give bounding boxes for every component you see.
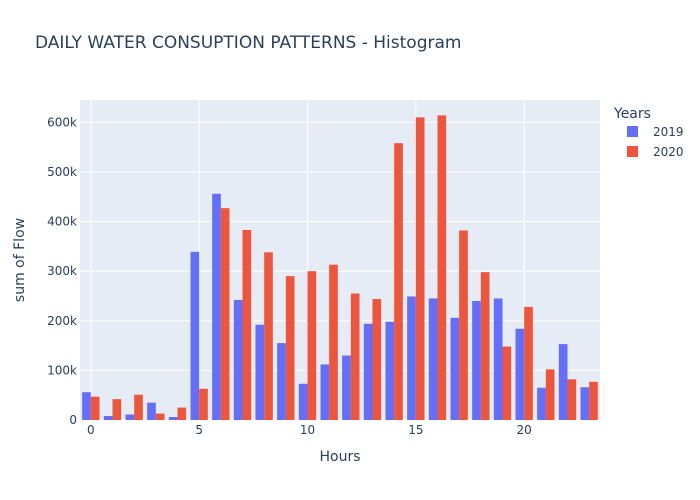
bar-2019-hour-11[interactable] bbox=[320, 364, 330, 420]
y-tick-label: 100k bbox=[47, 363, 77, 377]
bar-2020-hour-23[interactable] bbox=[589, 381, 598, 420]
bar-2020-hour-6[interactable] bbox=[220, 208, 230, 420]
bar-2020-hour-22[interactable] bbox=[567, 379, 577, 420]
bar-2020-hour-20[interactable] bbox=[524, 306, 533, 420]
bar-2019-hour-8[interactable] bbox=[255, 324, 265, 420]
legend-item-2019[interactable]: 2019 bbox=[627, 125, 684, 139]
bars[interactable] bbox=[82, 115, 598, 421]
bar-2019-hour-15[interactable] bbox=[407, 296, 416, 420]
bar-2020-hour-19[interactable] bbox=[502, 346, 512, 420]
bar-2020-hour-15[interactable] bbox=[415, 117, 425, 420]
legend-swatch bbox=[627, 126, 638, 137]
bar-2019-hour-17[interactable] bbox=[450, 317, 460, 420]
bar-2020-hour-9[interactable] bbox=[285, 276, 295, 420]
legend[interactable]: Years 2019 2020 bbox=[613, 106, 684, 159]
legend-title: Years bbox=[613, 106, 651, 122]
bar-2020-hour-1[interactable] bbox=[112, 399, 122, 420]
y-tick-label: 300k bbox=[47, 264, 77, 278]
y-tick-label: 400k bbox=[47, 215, 77, 229]
bar-2020-hour-14[interactable] bbox=[394, 143, 403, 421]
bar-2020-hour-2[interactable] bbox=[134, 394, 143, 420]
bar-2019-hour-12[interactable] bbox=[342, 355, 351, 420]
x-tick-label: 10 bbox=[300, 423, 315, 437]
y-tick-label: 200k bbox=[47, 314, 77, 328]
bar-2019-hour-2[interactable] bbox=[125, 414, 135, 420]
x-tick-label: 0 bbox=[87, 423, 95, 437]
bar-2020-hour-17[interactable] bbox=[459, 230, 468, 420]
legend-label: 2020 bbox=[653, 145, 684, 159]
bar-2020-hour-7[interactable] bbox=[242, 229, 252, 420]
bar-2019-hour-0[interactable] bbox=[82, 392, 91, 420]
y-tick-labels: 0 100k 200k 300k 400k 500k 600k bbox=[47, 115, 77, 427]
bar-2019-hour-9[interactable] bbox=[277, 343, 286, 420]
bar-2019-hour-4[interactable] bbox=[168, 417, 178, 420]
bar-2019-hour-19[interactable] bbox=[493, 298, 503, 420]
bar-2020-hour-5[interactable] bbox=[199, 388, 208, 420]
bar-2020-hour-18[interactable] bbox=[480, 272, 490, 420]
y-tick-label: 600k bbox=[47, 115, 77, 129]
bar-2019-hour-6[interactable] bbox=[212, 193, 221, 420]
bar-2020-hour-8[interactable] bbox=[264, 252, 273, 420]
bar-2020-hour-12[interactable] bbox=[350, 293, 360, 420]
bar-2020-hour-3[interactable] bbox=[155, 413, 165, 420]
x-tick-label: 5 bbox=[195, 423, 203, 437]
bar-2019-hour-10[interactable] bbox=[298, 383, 308, 420]
bar-2019-hour-1[interactable] bbox=[103, 416, 113, 420]
bar-2020-hour-13[interactable] bbox=[372, 298, 382, 420]
chart-title: DAILY WATER CONSUPTION PATTERNS - Histog… bbox=[35, 33, 462, 53]
legend-label: 2019 bbox=[653, 125, 684, 139]
bar-2019-hour-7[interactable] bbox=[233, 299, 243, 420]
bar-2020-hour-21[interactable] bbox=[545, 369, 555, 420]
bar-2019-hour-22[interactable] bbox=[558, 344, 568, 420]
bar-2019-hour-5[interactable] bbox=[190, 251, 200, 420]
bar-2020-hour-10[interactable] bbox=[307, 271, 317, 420]
x-tick-label: 15 bbox=[408, 423, 423, 437]
bar-2019-hour-20[interactable] bbox=[515, 328, 525, 420]
y-axis-title: sum of Flow bbox=[12, 218, 28, 302]
x-axis-title: Hours bbox=[319, 449, 360, 465]
bar-2019-hour-18[interactable] bbox=[472, 300, 481, 420]
x-tick-labels: 0 5 10 15 20 bbox=[87, 423, 532, 437]
x-tick-label: 20 bbox=[517, 423, 532, 437]
bar-2020-hour-4[interactable] bbox=[177, 407, 187, 420]
y-tick-label: 500k bbox=[47, 165, 77, 179]
bar-2019-hour-14[interactable] bbox=[385, 321, 395, 420]
bar-2019-hour-13[interactable] bbox=[363, 323, 373, 420]
plot-background bbox=[80, 100, 600, 420]
bar-2019-hour-21[interactable] bbox=[537, 387, 546, 420]
bar-2019-hour-23[interactable] bbox=[580, 387, 590, 420]
bar-2020-hour-16[interactable] bbox=[437, 115, 447, 420]
legend-item-2020[interactable]: 2020 bbox=[627, 145, 684, 159]
bar-2020-hour-0[interactable] bbox=[90, 396, 100, 420]
bar-2019-hour-16[interactable] bbox=[428, 298, 438, 420]
y-tick-label: 0 bbox=[69, 413, 77, 427]
bar-2019-hour-3[interactable] bbox=[147, 402, 156, 420]
bar-2020-hour-11[interactable] bbox=[329, 264, 338, 420]
legend-swatch bbox=[627, 146, 638, 157]
